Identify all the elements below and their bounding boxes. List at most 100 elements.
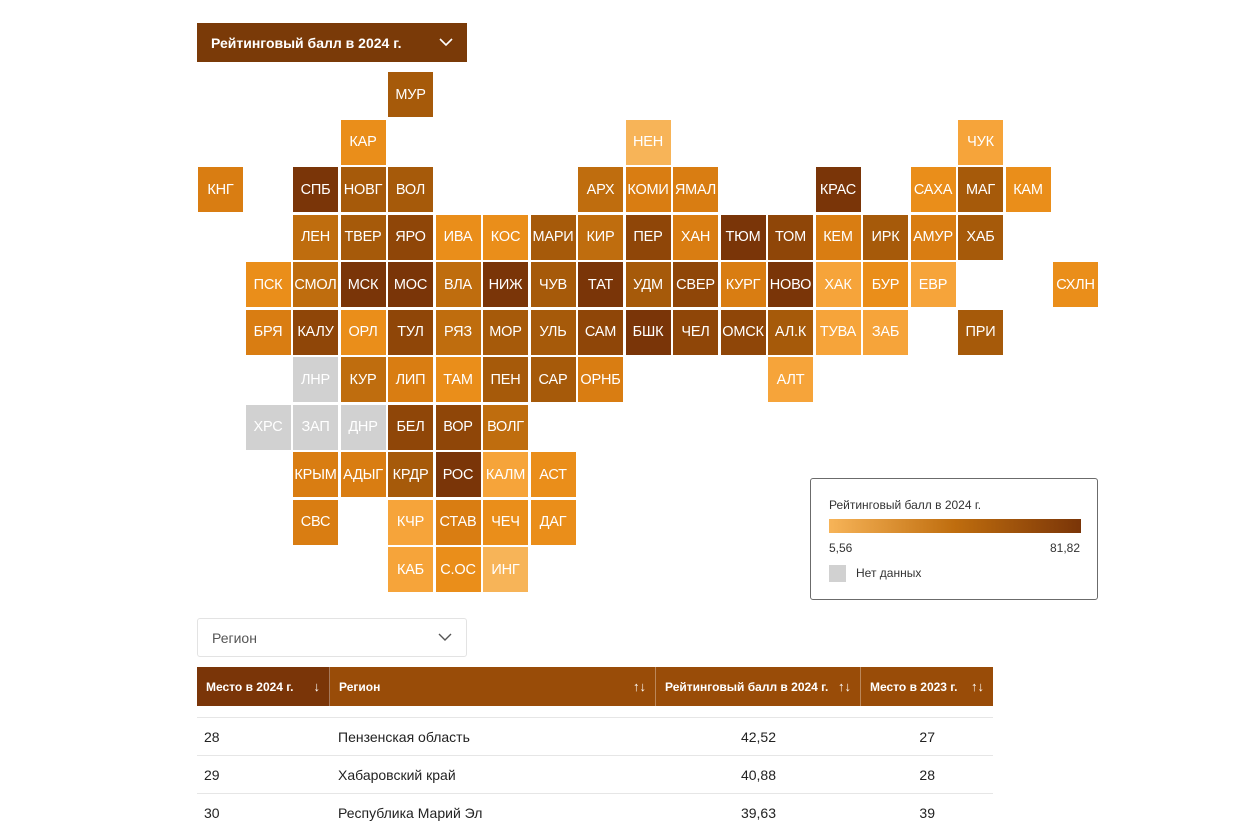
col-rank-2023-header[interactable]: Место в 2023 г. ↑↓ [861,667,993,706]
region-tile[interactable]: ПРИ [958,309,1003,355]
region-tile[interactable]: ЗАП [293,404,338,450]
region-tile[interactable]: КУРГ [720,262,766,307]
region-tile[interactable]: КАМ [1005,167,1051,212]
region-tile[interactable]: СПБ [293,167,338,212]
region-tile[interactable]: СТАВ [435,499,481,545]
region-tile[interactable]: НИЖ [483,262,528,307]
region-tile[interactable]: КЕМ [815,214,861,260]
region-tile[interactable]: СХЛН [1053,262,1098,307]
region-tile[interactable]: ВОР [435,404,481,450]
region-tile[interactable]: ОРНБ [578,357,623,402]
table-row[interactable]: 29 Хабаровский край 40,88 28 [197,755,993,793]
region-tile[interactable]: НОВГ [340,167,386,212]
region-tile[interactable]: ЧУВ [530,262,576,307]
region-tile[interactable]: ДАГ [530,499,576,545]
region-tile[interactable]: ТУВА [815,309,861,355]
region-tile[interactable]: МАРИ [530,214,576,260]
region-tile[interactable]: ТОМ [768,214,813,260]
region-tile[interactable]: РЯЗ [435,309,481,355]
region-tile[interactable]: ИРК [863,214,908,260]
region-tile[interactable]: СВЕР [673,262,718,307]
region-tile[interactable]: КАЛМ [483,452,528,497]
region-tile[interactable]: КИР [578,214,623,260]
metric-dropdown[interactable]: Рейтинговый балл в 2024 г. [197,23,467,62]
region-tile[interactable]: ВОЛГ [483,404,528,450]
region-tile[interactable]: АЛТ [768,357,813,402]
region-tile[interactable]: ЯМАЛ [673,167,718,212]
region-tile[interactable]: КАЛУ [293,309,338,355]
region-tile[interactable]: КРЫМ [293,452,338,497]
region-tile[interactable]: МАГ [958,167,1003,212]
region-tile[interactable]: КНГ [198,167,243,212]
region-tile[interactable]: ВОЛ [388,167,433,212]
region-tile[interactable]: СВС [293,499,338,545]
region-tile[interactable]: ТАТ [578,262,623,307]
region-tile[interactable]: ЧЕЛ [673,309,718,355]
region-tile[interactable]: КАБ [388,547,433,592]
region-tile[interactable]: КОМИ [625,167,671,212]
region-tile[interactable]: ЛНР [293,357,338,402]
region-tile[interactable]: ЧЕЧ [483,499,528,545]
sort-icon: ↑↓ [838,679,851,694]
region-tile[interactable]: ХАН [673,214,718,260]
region-tile[interactable]: АРХ [578,167,623,212]
region-tile[interactable]: УДМ [625,262,671,307]
table-body: 28 Пензенская область 42,52 27 29 Хабаро… [197,717,993,831]
region-tile[interactable]: ЧУК [958,119,1003,165]
region-tile[interactable]: ТВЕР [340,214,386,260]
col-region-header[interactable]: Регион ↑↓ [330,667,656,706]
region-tile[interactable]: МУР [388,72,433,117]
region-tile[interactable]: ЯРО [388,214,433,260]
region-tile[interactable]: КРДР [388,452,433,497]
region-tile[interactable]: ДНР [340,404,386,450]
region-tile[interactable]: С.ОС [435,547,481,592]
table-row[interactable]: 28 Пензенская область 42,52 27 [197,717,993,755]
table-row[interactable]: 30 Республика Марий Эл 39,63 39 [197,793,993,831]
region-tile[interactable]: ОМСК [720,309,766,355]
region-tile[interactable]: КАР [340,119,386,165]
region-tile[interactable]: АДЫГ [340,452,386,497]
region-tile[interactable]: РОС [435,452,481,497]
region-filter-dropdown[interactable]: Регион [197,618,467,657]
region-tile[interactable]: ХАК [815,262,861,307]
region-tile[interactable]: ПЕР [625,214,671,260]
region-tile[interactable]: КЧР [388,499,433,545]
region-tile[interactable]: АСТ [530,452,576,497]
region-tile[interactable]: МОС [388,262,433,307]
region-tile[interactable]: БРЯ [245,309,291,355]
col-rank-2024-header[interactable]: Место в 2024 г. ↓ [197,667,330,706]
region-tile[interactable]: АЛ.К [768,309,813,355]
region-tile[interactable]: ЛИП [388,357,433,402]
region-tile[interactable]: ВЛА [435,262,481,307]
region-tile[interactable]: НОВО [768,262,813,307]
region-tile[interactable]: НЕН [625,119,671,165]
region-tile[interactable]: ИНГ [483,547,528,592]
region-tile[interactable]: МОР [483,309,528,355]
region-tile[interactable]: САМ [578,309,623,355]
region-tile[interactable]: ТУЛ [388,309,433,355]
col-score-header[interactable]: Рейтинговый балл в 2024 г. ↑↓ [656,667,861,706]
region-tile[interactable]: САР [530,357,576,402]
region-tile[interactable]: КРАС [815,167,861,212]
region-tile[interactable]: ТАМ [435,357,481,402]
region-tile[interactable]: ОРЛ [340,309,386,355]
region-tile[interactable]: БШК [625,309,671,355]
region-tile[interactable]: ТЮМ [720,214,766,260]
region-tile[interactable]: СМОЛ [293,262,338,307]
region-tile[interactable]: БУР [863,262,908,307]
region-tile[interactable]: ЗАБ [863,309,908,355]
region-tile[interactable]: ПСК [245,262,291,307]
region-tile[interactable]: КУР [340,357,386,402]
region-tile[interactable]: БЕЛ [388,404,433,450]
region-tile[interactable]: ЛЕН [293,214,338,260]
region-tile[interactable]: ПЕН [483,357,528,402]
region-tile[interactable]: КОС [483,214,528,260]
region-tile[interactable]: ХАБ [958,214,1003,260]
region-tile[interactable]: МСК [340,262,386,307]
region-tile[interactable]: АМУР [910,214,956,260]
region-tile[interactable]: ХРС [245,404,291,450]
region-tile[interactable]: САХА [910,167,956,212]
region-tile[interactable]: УЛЬ [530,309,576,355]
region-tile[interactable]: ИВА [435,214,481,260]
region-tile[interactable]: ЕВР [910,262,956,307]
